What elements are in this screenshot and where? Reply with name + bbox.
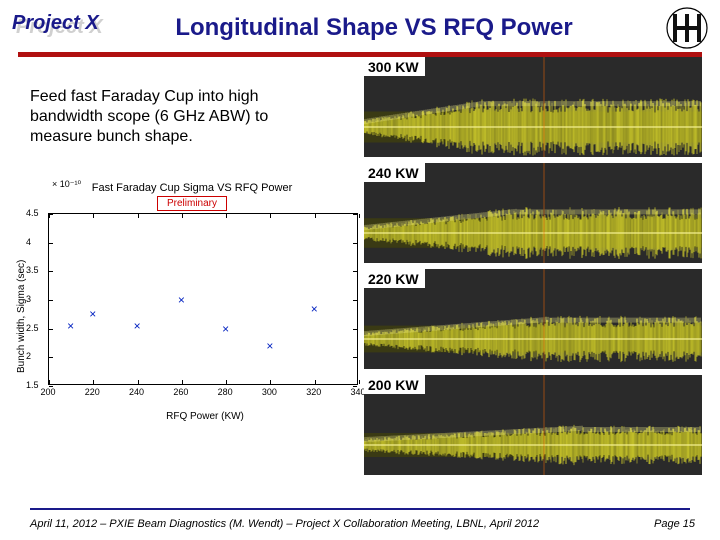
- oscilloscope-trace: 300 KW: [364, 57, 702, 157]
- oscilloscope-trace: 220 KW: [364, 269, 702, 369]
- oscilloscope-trace: 240 KW: [364, 163, 702, 263]
- scatter-xlabel: RFQ Power (KW): [48, 411, 362, 422]
- ytick: 3: [26, 294, 31, 304]
- ytick: 2.5: [26, 323, 39, 333]
- ytick: 2: [26, 351, 31, 361]
- xtick: 240: [129, 387, 144, 397]
- oscilloscope-trace: 200 KW: [364, 375, 702, 475]
- content-area: Feed fast Faraday Cup into high bandwidt…: [0, 57, 720, 507]
- preliminary-badge: Preliminary: [157, 196, 227, 211]
- logo-projectx: Project X Project X: [12, 8, 122, 48]
- scatter-point: ×: [311, 305, 319, 313]
- scatter-point: ×: [89, 310, 97, 318]
- xtick: 220: [85, 387, 100, 397]
- y-exponent: × 10⁻¹⁰: [52, 179, 81, 190]
- ytick: 1.5: [26, 380, 39, 390]
- page-title: Longitudinal Shape VS RFQ Power: [122, 14, 666, 42]
- description-text: Feed fast Faraday Cup into high bandwidt…: [30, 87, 330, 147]
- footer-left: April 11, 2012 – PXIE Beam Diagnostics (…: [30, 518, 539, 530]
- scatter-point: ×: [67, 322, 75, 330]
- scatter-point: ×: [222, 325, 230, 333]
- xtick: 200: [40, 387, 55, 397]
- footer-divider: [30, 508, 690, 510]
- xtick: 300: [262, 387, 277, 397]
- fermilab-icon: [666, 7, 708, 49]
- scatter-point: ×: [134, 322, 142, 330]
- scatter-chart: × 10⁻¹⁰ Fast Faraday Cup Sigma VS RFQ Po…: [22, 182, 362, 417]
- footer: April 11, 2012 – PXIE Beam Diagnostics (…: [30, 518, 695, 530]
- xtick: 320: [306, 387, 321, 397]
- scatter-point: ×: [178, 296, 186, 304]
- xtick: 280: [218, 387, 233, 397]
- ytick: 3.5: [26, 265, 39, 275]
- ytick: 4: [26, 237, 31, 247]
- xtick: 260: [173, 387, 188, 397]
- ytick: 4.5: [26, 208, 39, 218]
- scatter-plot-area: × × × × × × ×: [48, 213, 358, 385]
- footer-right: Page 15: [654, 518, 695, 530]
- logo-text: Project X: [12, 12, 99, 35]
- scatter-point: ×: [266, 342, 274, 350]
